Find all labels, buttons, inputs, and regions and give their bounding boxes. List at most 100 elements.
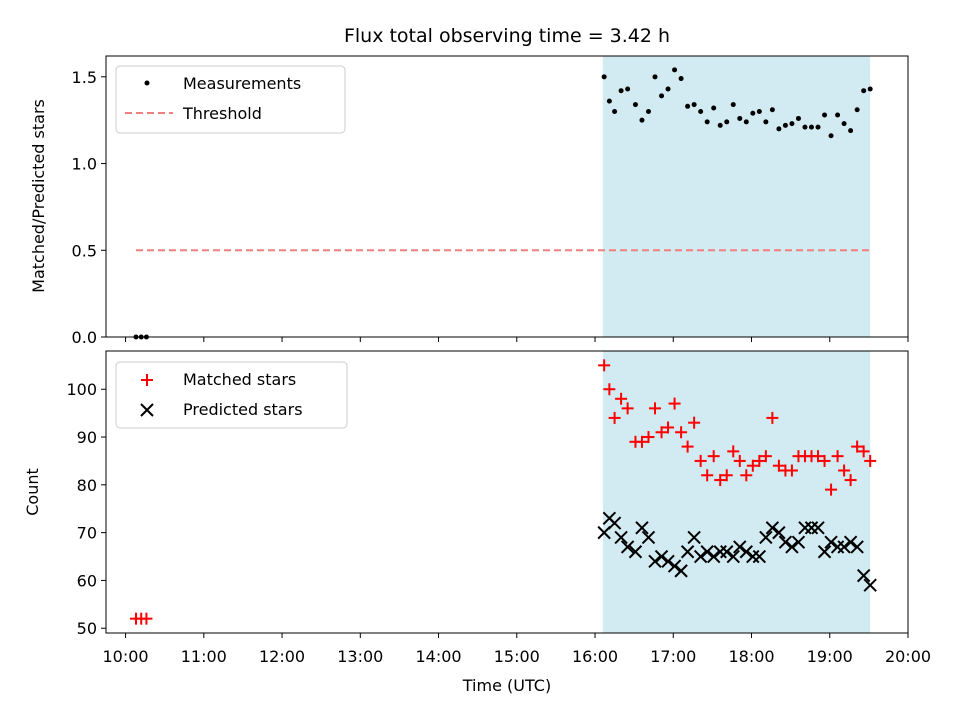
measurement-point	[795, 115, 801, 121]
measurement-point	[632, 102, 638, 108]
predicted-stars-point	[607, 516, 622, 530]
matched-stars-point	[766, 411, 779, 424]
matched-stars-point	[857, 445, 870, 458]
matched-stars-point	[707, 450, 720, 463]
measurement-point	[815, 124, 821, 130]
y-tick-label: 0.0	[72, 328, 97, 347]
predicted-stars-point	[661, 554, 675, 569]
measurement-point	[782, 122, 788, 128]
predicted-stars-point	[674, 564, 688, 578]
measurement-point	[645, 109, 651, 115]
measurement-point	[848, 128, 854, 134]
x-axis-label: Time (UTC)	[462, 676, 551, 695]
measurement-point	[606, 98, 612, 104]
measurement-point	[828, 133, 834, 139]
matched-stars-point	[720, 469, 733, 482]
y-tick-label: 50	[77, 619, 97, 638]
predicted-stars-point	[863, 578, 877, 592]
y-ticks-bottom: 50 60 70 80 90 100	[66, 380, 106, 638]
panel-top-frame	[105, 55, 909, 338]
predicted-stars-point	[654, 549, 669, 564]
predicted-stars-point	[785, 540, 799, 554]
predicted-stars-point	[635, 521, 649, 535]
measurement-point	[776, 126, 782, 132]
predicted-stars-point	[628, 545, 643, 559]
x-tick-label: 20:00	[885, 647, 931, 666]
predicted-stars-point	[778, 535, 793, 549]
measurement-point	[835, 112, 841, 118]
x-tick-label: 16:00	[572, 647, 618, 666]
measurement-point	[854, 107, 860, 113]
matched-stars-point	[675, 426, 688, 439]
legend-label-threshold: Threshold	[182, 104, 262, 123]
legend-label-predicted: Predicted stars	[183, 400, 303, 419]
matched-stars-point	[140, 612, 153, 625]
measurement-point	[639, 117, 645, 123]
predicted-stars-point	[752, 549, 767, 564]
measurement-point	[861, 88, 867, 94]
predicted-stars-point	[620, 540, 635, 554]
measurement-point	[691, 102, 697, 108]
matched-stars-point	[772, 459, 785, 472]
measurement-point	[625, 86, 631, 92]
matched-stars-point	[714, 474, 727, 487]
legend-bottom: Matched stars Predicted stars	[115, 361, 348, 429]
legend-marker-measurements	[144, 80, 150, 86]
panel-ratio: 0.0 0.5 1.0 1.5 Matched/Predicted stars Mea…	[29, 55, 909, 347]
x-tick-label: 10:00	[103, 647, 149, 666]
measurement-point	[717, 122, 723, 128]
measurement-point	[763, 119, 769, 125]
measurement-point	[789, 121, 795, 127]
matched-stars-point	[740, 469, 753, 482]
predicted-stars-point	[804, 521, 819, 535]
measurement-point	[678, 76, 684, 82]
predicted-stars-point	[648, 554, 662, 569]
y-axis-label-bottom: Count	[23, 468, 42, 516]
matched-stars-point	[603, 383, 616, 396]
legend-label-measurements: Measurements	[183, 74, 301, 93]
measurement-point	[750, 110, 756, 116]
predicted-stars-point	[680, 545, 695, 559]
y-tick-label: 100	[66, 380, 97, 399]
measurement-point	[685, 103, 691, 109]
measurement-point	[756, 109, 762, 115]
legend-label-matched: Matched stars	[183, 370, 296, 389]
predicted-stars-point	[641, 530, 656, 545]
matched-stars-point	[851, 440, 864, 453]
matched-stars-point	[635, 435, 648, 448]
measurement-point	[841, 121, 847, 127]
matched-stars-point	[694, 454, 707, 467]
matched-stars-point	[608, 411, 621, 424]
legend-box-bottom	[115, 361, 348, 429]
predicted-stars-point	[824, 535, 838, 549]
predicted-stars-point	[837, 540, 851, 554]
matched-stars-point	[701, 469, 714, 482]
y-ticks-top: 0.0 0.5 1.0 1.5	[72, 68, 106, 347]
measurement-point	[698, 109, 704, 115]
predicted-stars-point	[726, 549, 740, 564]
matched-stars-point	[864, 454, 877, 467]
predicted-stars-point	[614, 530, 628, 545]
measurement-point	[652, 74, 658, 80]
y-tick-label: 1.5	[72, 68, 97, 87]
matched-stars-point	[649, 402, 662, 415]
measurement-point	[802, 124, 808, 130]
predicted-stars-point	[765, 521, 780, 535]
matched-stars-point	[825, 483, 838, 496]
measurement-point	[618, 88, 624, 94]
measurement-point	[724, 119, 730, 125]
predicted-stars-point	[720, 545, 734, 559]
predicted-stars-point	[687, 530, 701, 545]
matched-stars-point	[621, 402, 634, 415]
matched-stars-point	[668, 397, 681, 410]
measurement-point	[612, 109, 618, 115]
matched-stars-point	[831, 450, 844, 463]
measurement-point	[704, 119, 710, 125]
predicted-stars-point	[700, 545, 714, 559]
matched-stars-point	[812, 450, 825, 463]
matched-stars-point	[785, 464, 798, 477]
y-tick-label: 80	[77, 476, 97, 495]
x-tick-label: 18:00	[728, 647, 774, 666]
measurement-point	[730, 102, 736, 108]
